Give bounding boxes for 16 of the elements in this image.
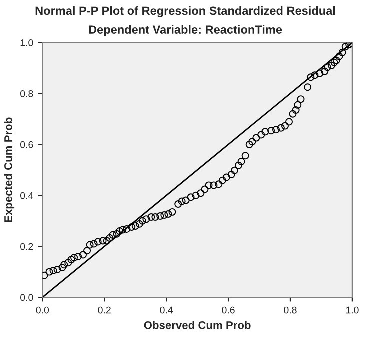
y-tick-label: 0.0 — [20, 294, 34, 302]
chart-subtitle: Dependent Variable: ReactionTime — [89, 25, 282, 36]
x-tick-label: 0.6 — [222, 306, 235, 314]
chart-title: Normal P-P Plot of Regression Standardized Residual — [36, 6, 336, 18]
y-tick-label: 0.2 — [20, 243, 34, 250]
x-tick-label: 1.0 — [346, 306, 359, 314]
x-tick-label: 0.2 — [98, 306, 111, 314]
x-tick-label: 0.4 — [160, 306, 174, 314]
y-tick-label: 0.6 — [20, 141, 34, 148]
y-tick-label: 1.0 — [20, 39, 34, 46]
x-tick-label: 0.8 — [284, 306, 297, 314]
y-tick-label: 0.8 — [20, 90, 34, 98]
x-axis-title: Observed Cum Prob — [144, 321, 251, 330]
y-tick-label: 0.4 — [20, 192, 34, 200]
x-tick-label: 0.0 — [36, 306, 50, 314]
y-axis-title: Expected Cum Prob — [4, 118, 15, 222]
